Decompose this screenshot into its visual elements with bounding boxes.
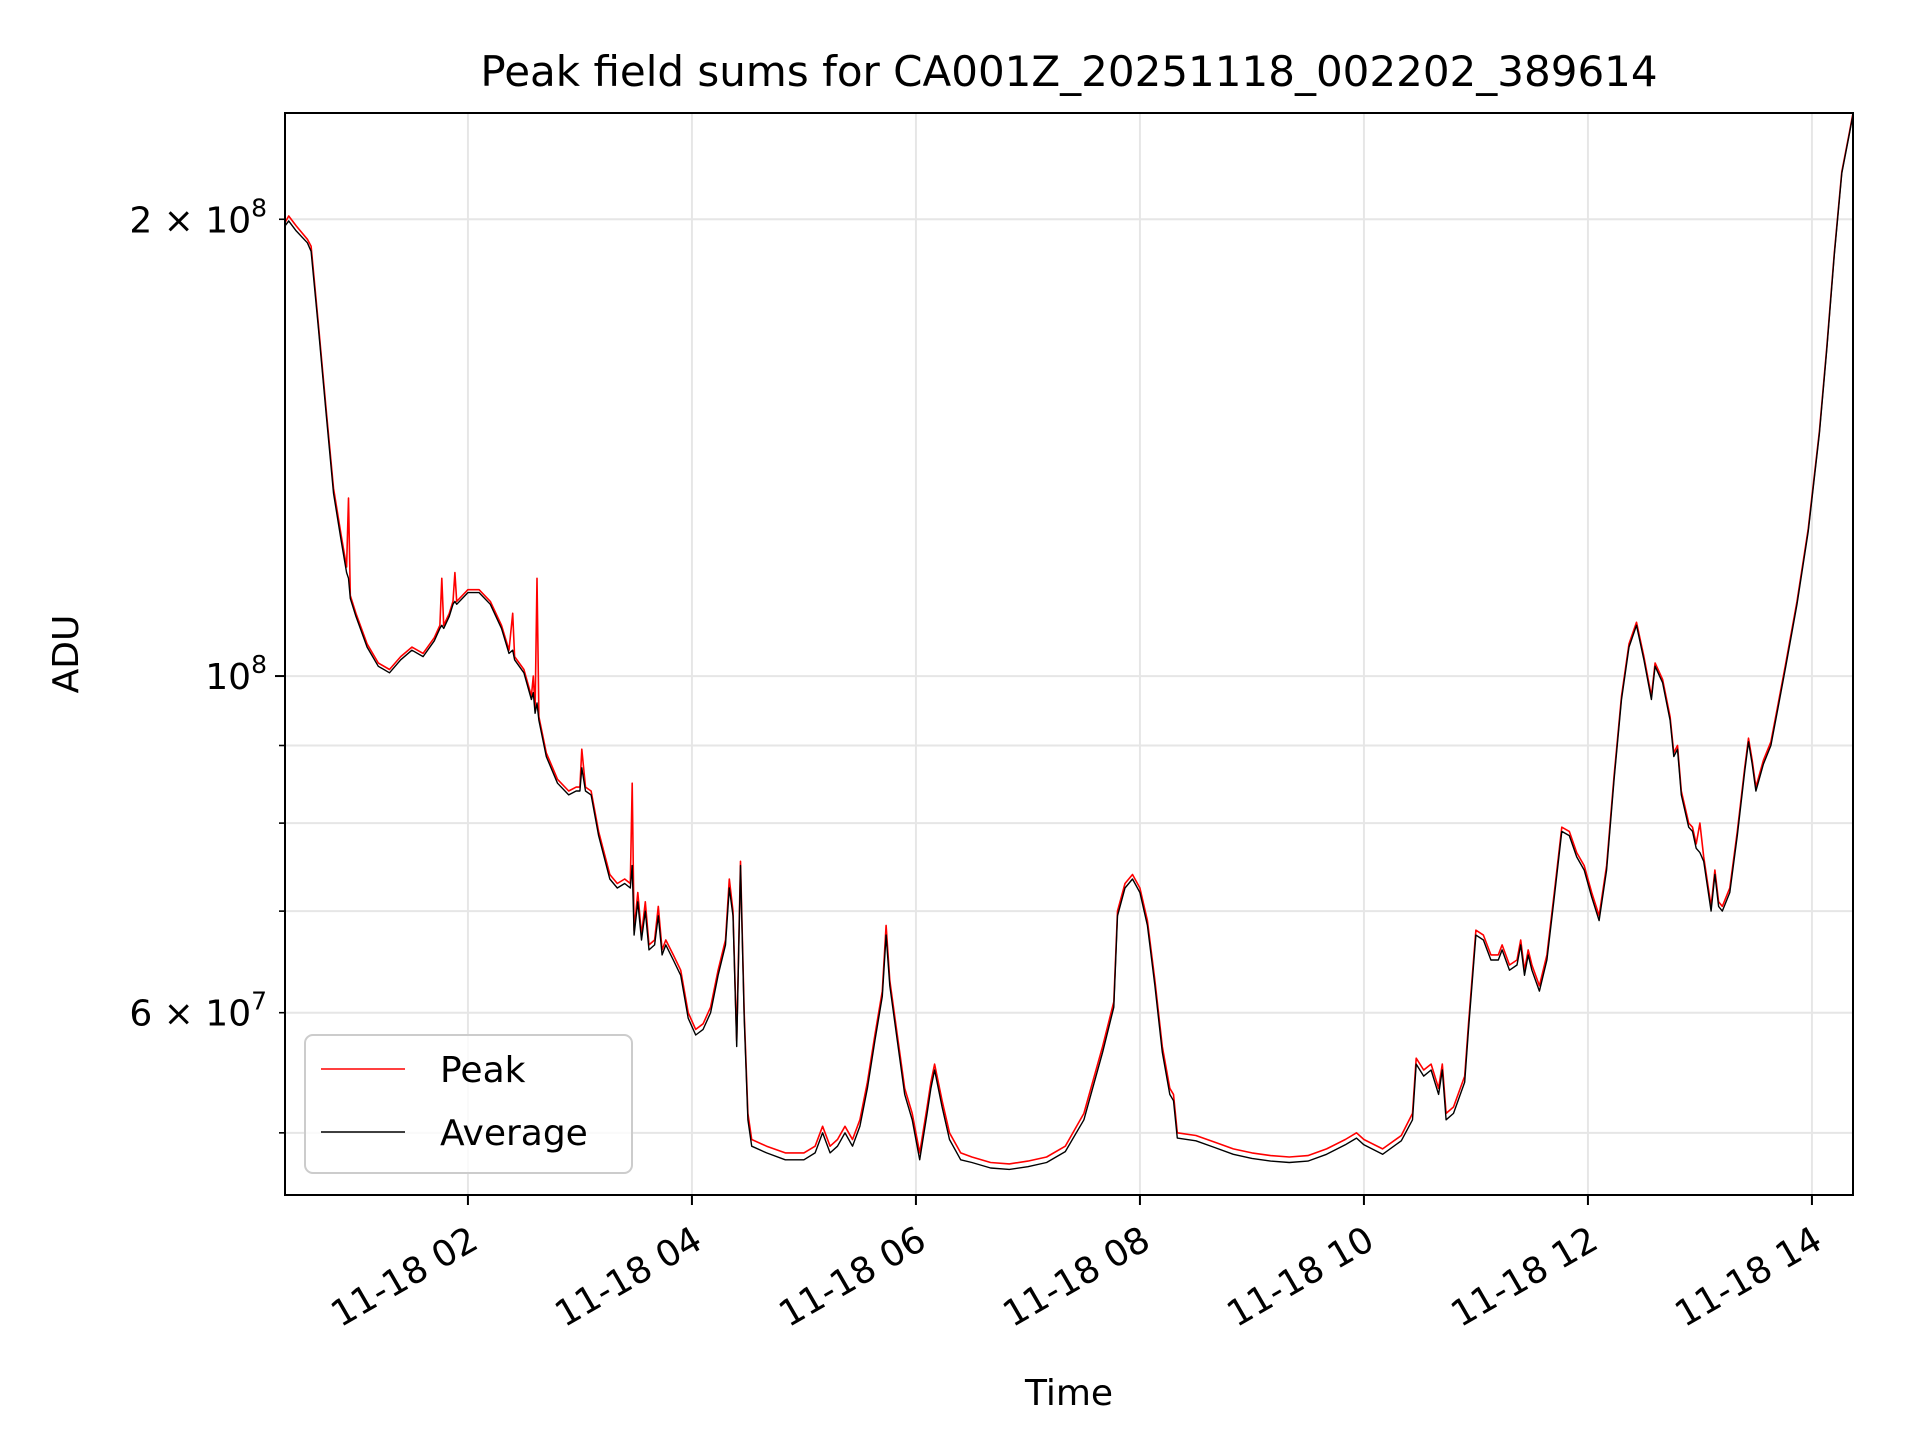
y-tick-label: 6 × 107 bbox=[129, 987, 267, 1035]
plot-frame bbox=[284, 112, 1854, 1196]
y-tick-label-exponent: 7 bbox=[251, 987, 267, 1016]
x-axis-label: Time bbox=[1024, 1373, 1113, 1414]
y-axis-label: ADU bbox=[46, 615, 87, 694]
y-tick-label-mantissa: 2 × 10 bbox=[129, 200, 251, 241]
axis-ticks bbox=[275, 218, 1813, 1205]
y-tick-label-exponent: 8 bbox=[251, 193, 267, 222]
y-tick-label-mantissa: 6 × 10 bbox=[129, 994, 251, 1035]
legend-peak-label: Peak bbox=[440, 1050, 526, 1091]
legend: Peak Average bbox=[304, 1034, 633, 1174]
chart-title: Peak field sums for CA001Z_20251118_0022… bbox=[480, 47, 1657, 96]
legend-average-label: Average bbox=[440, 1113, 588, 1154]
average-series-line bbox=[284, 114, 1854, 1171]
y-tick-label: 108 bbox=[205, 650, 267, 698]
y-tick-label-base: 10 bbox=[205, 657, 251, 698]
grid-lines bbox=[285, 113, 1853, 1195]
y-tick-label-exponent: 8 bbox=[251, 650, 267, 679]
y-tick-label: 2 × 108 bbox=[129, 193, 267, 241]
plot-lines bbox=[284, 112, 1854, 1171]
